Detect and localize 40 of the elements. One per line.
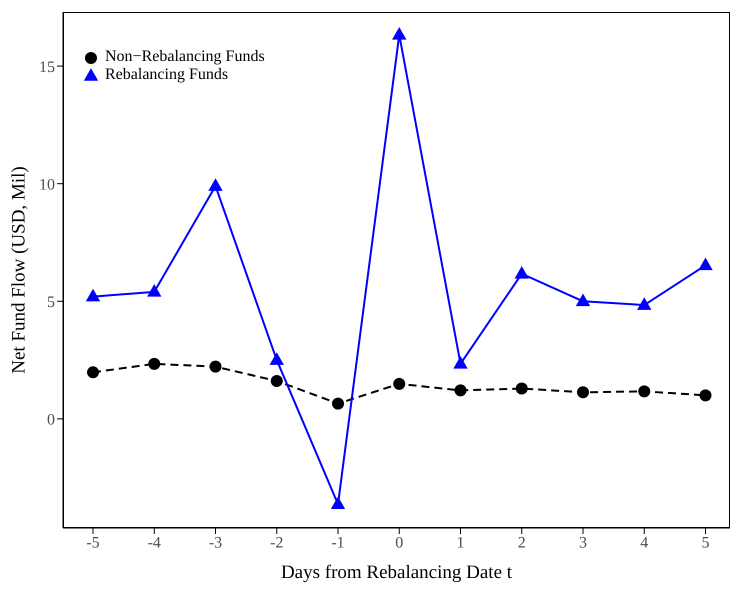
x-axis-title: Days from Rebalancing Date t (280, 562, 513, 583)
point (86, 288, 100, 302)
x-tick-label: 3 (579, 534, 588, 552)
x-tick-label: -2 (270, 534, 284, 552)
x-tick-label: 5 (702, 534, 710, 552)
x-tick-label: -4 (148, 534, 161, 552)
point (87, 366, 100, 378)
legend-label: Rebalancing Funds (105, 66, 228, 84)
point (637, 297, 652, 310)
point (638, 385, 650, 398)
point (577, 386, 590, 398)
point (210, 360, 222, 373)
point (332, 398, 344, 410)
x-tick-label: 4 (640, 534, 648, 552)
point (453, 356, 468, 369)
y-tick-label: 10 (39, 176, 55, 194)
x-tick-label: 0 (395, 534, 404, 552)
point (208, 178, 223, 191)
point (392, 27, 406, 40)
point (147, 284, 162, 297)
point (270, 375, 283, 388)
point (454, 384, 467, 396)
point (393, 378, 406, 390)
x-tick-label: -3 (208, 534, 222, 552)
x-tick-label: -5 (86, 534, 100, 552)
x-tick-label: 1 (456, 534, 465, 552)
point (700, 389, 712, 402)
x-tick-label: -1 (331, 534, 345, 552)
point (270, 352, 284, 365)
point (576, 293, 590, 306)
y-tick-label: 5 (47, 294, 55, 311)
point (516, 382, 528, 395)
point (514, 266, 529, 279)
point (148, 358, 160, 370)
point (698, 257, 713, 270)
legend-label: Non−Rebalancing Funds (105, 48, 265, 66)
x-tick-label: 2 (518, 534, 526, 552)
y-tick-label: 15 (39, 58, 55, 76)
y-tick-label: 0 (47, 412, 55, 429)
y-axis-title: Net Fund Flow (USD, Mil) (8, 166, 30, 374)
